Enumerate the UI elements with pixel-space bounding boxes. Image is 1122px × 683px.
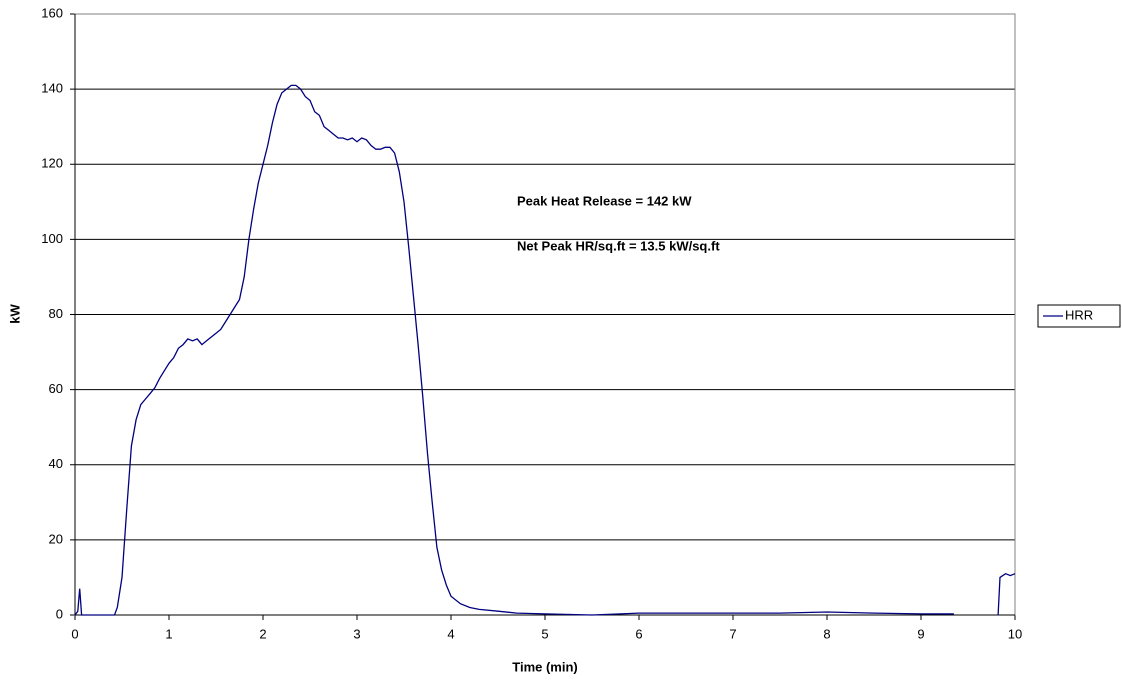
x-tick-label: 6 (635, 626, 642, 641)
x-tick-label: 10 (1008, 626, 1022, 641)
legend-box (1037, 304, 1121, 328)
y-tick-label: 120 (41, 156, 63, 171)
x-tick-label: 1 (165, 626, 172, 641)
y-axis-title: kW (7, 304, 22, 324)
y-tick-label: 60 (49, 381, 63, 396)
y-tick-label: 20 (49, 531, 63, 546)
x-axis-title: Time (min) (512, 659, 578, 674)
x-tick-label: 4 (447, 626, 454, 641)
x-tick-label: 5 (541, 626, 548, 641)
annotation: Peak Heat Release = 142 kW (517, 193, 692, 208)
x-tick-label: 0 (71, 626, 78, 641)
x-tick-label: 2 (259, 626, 266, 641)
y-tick-label: 80 (49, 306, 63, 321)
legend-label: HRR (1065, 307, 1093, 322)
x-tick-label: 7 (729, 626, 736, 641)
x-tick-label: 3 (353, 626, 360, 641)
x-tick-label: 9 (917, 626, 924, 641)
y-tick-label: 140 (41, 81, 63, 96)
line-series (74, 84, 1016, 616)
y-tick-label: 0 (56, 606, 63, 621)
annotation: Net Peak HR/sq.ft = 13.5 kW/sq.ft (517, 238, 720, 253)
y-tick-label: 100 (41, 231, 63, 246)
x-tick-label: 8 (823, 626, 830, 641)
y-tick-label: 160 (41, 5, 63, 20)
y-tick-label: 40 (49, 456, 63, 471)
